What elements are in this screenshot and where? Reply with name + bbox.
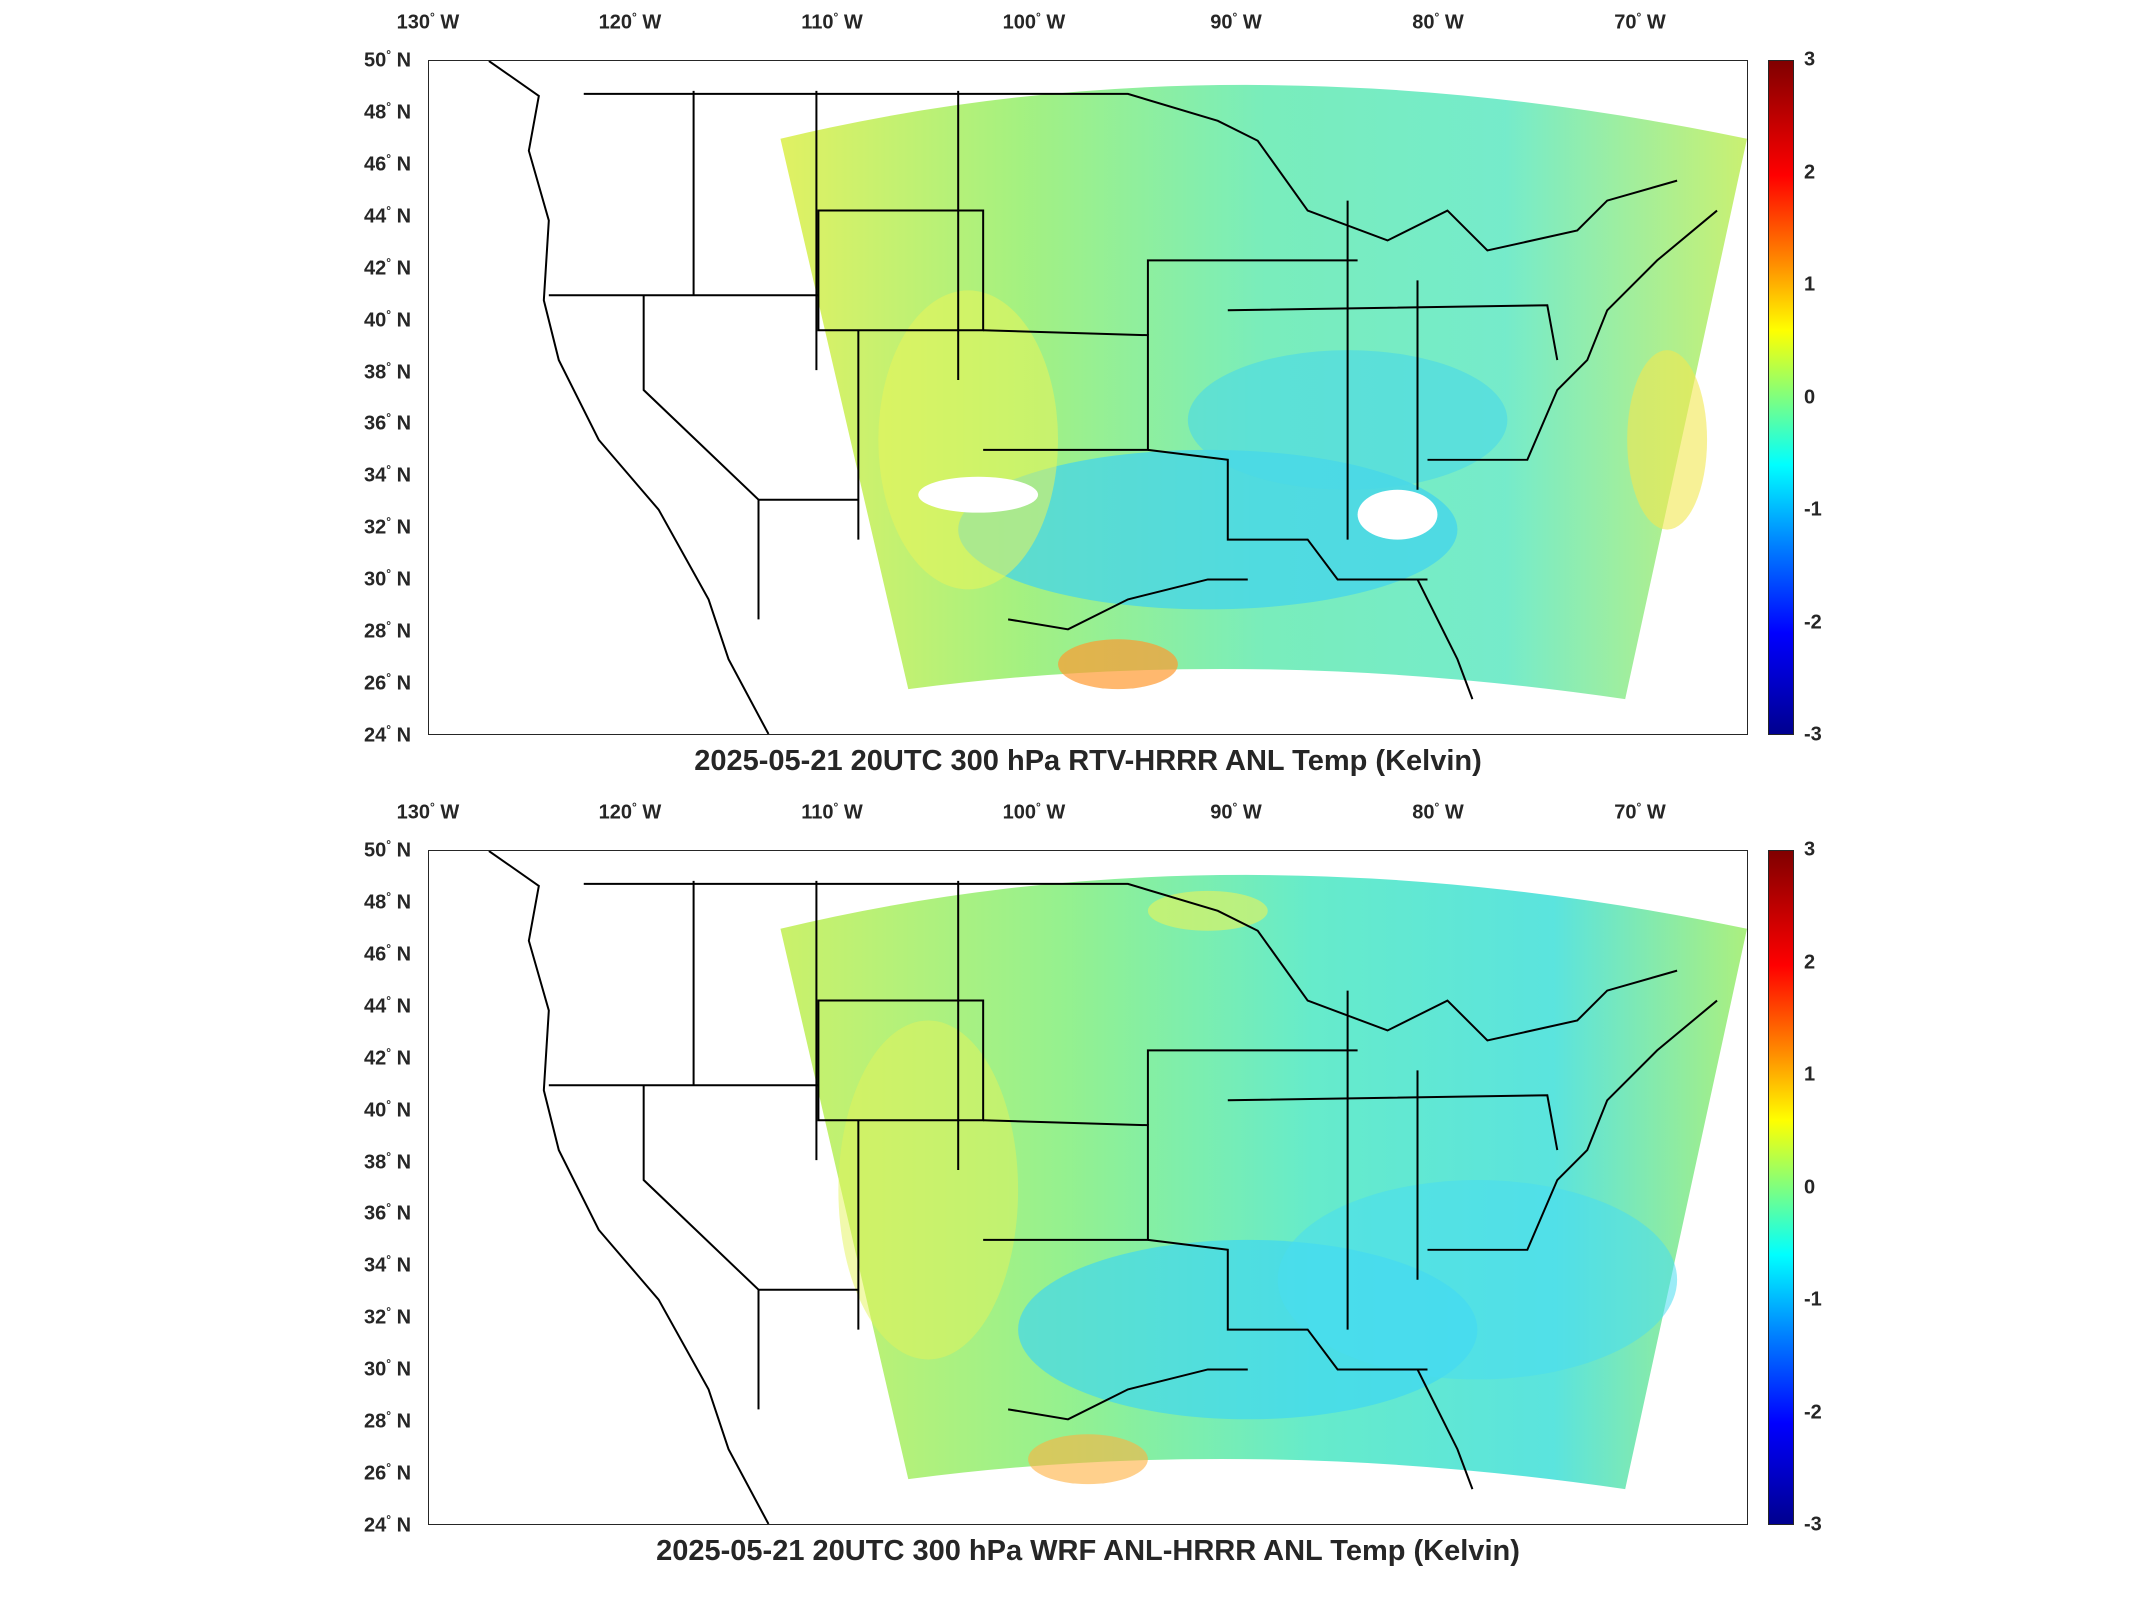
latitude-tick-label: 32° N	[364, 514, 412, 539]
map-panel-rtv: 130° W 120° W 110° W 100° W 90° W 80° W 70° W …	[364, 10, 1822, 777]
warm-anomaly	[1147, 890, 1268, 931]
latitude-tick-label: 24° N	[364, 1512, 412, 1537]
latitude-tick-label: 50° N	[364, 47, 412, 72]
temperature-difference-map	[488, 851, 1747, 1524]
latitude-tick-label: 40° N	[364, 1097, 412, 1121]
latitude-tick-label: 26° N	[364, 670, 412, 695]
latitude-tick-label: 34° N	[364, 463, 412, 487]
latitude-tick-label: 44° N	[364, 203, 412, 228]
map-frame	[428, 60, 1748, 735]
longitude-tick-label: 80° W	[1412, 10, 1464, 34]
latitude-tick-label: 36° N	[364, 411, 412, 435]
latitude-tick-label: 36° N	[364, 1201, 412, 1225]
latitude-tick-label: 34° N	[364, 1253, 412, 1277]
latitude-tick-label: 24° N	[364, 722, 412, 747]
colorbar-tick-label: 1	[1804, 273, 1816, 296]
latitude-tick-label: 46° N	[364, 151, 412, 176]
longitude-tick-label: 120° W	[598, 800, 662, 824]
colorbar-tick-label: -1	[1804, 1288, 1822, 1311]
colorbar-tick-label: 0	[1804, 386, 1816, 408]
latitude-tick-label: 50° N	[364, 837, 412, 862]
latitude-tick-label: 38° N	[364, 1149, 412, 1173]
colorbar-tick-label: 3	[1804, 48, 1816, 71]
warm-anomaly	[878, 290, 1059, 590]
colorbar	[1768, 60, 1794, 735]
panel-title: 2025-05-21 20UTC 300 hPa WRF ANL-HRRR AN…	[656, 1535, 1520, 1567]
panel-title: 2025-05-21 20UTC 300 hPa RTV-HRRR ANL Te…	[694, 745, 1482, 777]
colorbar	[1768, 850, 1794, 1525]
warm-anomaly	[838, 1020, 1019, 1360]
latitude-tick-label: 42° N	[364, 1045, 412, 1070]
latitude-tick-label: 28° N	[364, 618, 412, 643]
colorbar-tick-label: 2	[1804, 161, 1816, 183]
latitude-tick-label: 44° N	[364, 993, 412, 1018]
warm-anomaly	[1058, 639, 1178, 690]
latitude-tick-label: 28° N	[364, 1408, 412, 1433]
longitude-tick-label: 100° W	[1002, 800, 1066, 824]
state-borders	[488, 61, 1718, 734]
state-borders	[488, 851, 1718, 1524]
longitude-tick-label: 90° W	[1210, 10, 1262, 34]
cool-anomaly	[1277, 1180, 1678, 1380]
temperature-difference-map	[488, 61, 1747, 734]
colorbar-tick-label: 3	[1804, 838, 1816, 861]
longitude-tick-label: 130° W	[396, 800, 460, 824]
warm-anomaly	[1627, 350, 1708, 530]
colorbar-tick-label: 2	[1804, 951, 1816, 973]
colorbar-tick-label: -1	[1804, 498, 1822, 521]
latitude-tick-label: 48° N	[364, 99, 412, 124]
latitude-tick-label: 30° N	[364, 566, 412, 591]
latitude-tick-label: 26° N	[364, 1460, 412, 1485]
longitude-tick-label: 70° W	[1614, 800, 1666, 824]
latitude-tick-label: 32° N	[364, 1304, 412, 1329]
colorbar-tick-label: -3	[1804, 1513, 1822, 1536]
longitude-tick-label: 110° W	[801, 10, 863, 34]
longitude-tick-label: 110° W	[801, 800, 863, 824]
longitude-tick-label: 80° W	[1412, 800, 1464, 824]
missing-data-patch	[918, 476, 1039, 513]
colorbar-tick-label: -2	[1804, 1401, 1822, 1423]
latitude-tick-label: 38° N	[364, 359, 412, 383]
colorbar-tick-label: 1	[1804, 1063, 1816, 1086]
longitude-tick-label: 100° W	[1002, 10, 1066, 34]
map-frame	[428, 850, 1748, 1525]
colorbar-tick-label: 0	[1804, 1176, 1816, 1198]
latitude-tick-label: 48° N	[364, 889, 412, 914]
latitude-tick-label: 46° N	[364, 941, 412, 966]
map-panel-wrf: 130° W 120° W 110° W 100° W 90° W 80° W 70° W …	[0, 790, 2133, 1590]
cool-anomaly	[958, 449, 1458, 610]
colorbar-tick-label: -2	[1804, 611, 1822, 633]
warm-anomaly	[1028, 1434, 1148, 1485]
longitude-tick-label: 130° W	[396, 10, 460, 34]
latitude-tick-label: 42° N	[364, 255, 412, 280]
longitude-tick-label: 90° W	[1210, 800, 1262, 824]
latitude-tick-label: 30° N	[364, 1356, 412, 1381]
colorbar-tick-label: -3	[1804, 723, 1822, 746]
longitude-tick-label: 120° W	[598, 10, 662, 34]
longitude-tick-label: 70° W	[1614, 10, 1666, 34]
missing-data-patch	[1357, 489, 1438, 540]
latitude-tick-label: 40° N	[364, 307, 412, 331]
